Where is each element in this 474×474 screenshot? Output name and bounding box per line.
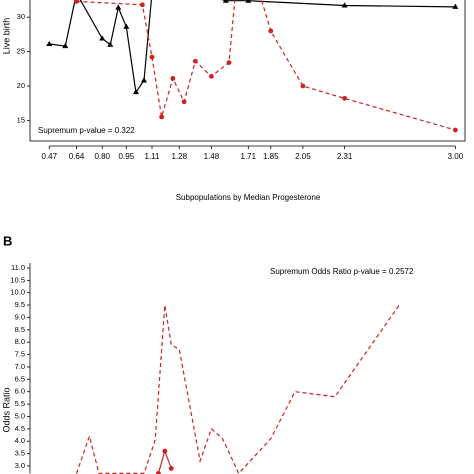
y-tick-label: 7.0: [15, 362, 25, 371]
point: [159, 114, 165, 120]
x-tick-label: 1.85: [263, 152, 279, 161]
y-tick-label: 5.0: [15, 411, 25, 420]
point: [452, 127, 458, 133]
point: [181, 99, 187, 105]
y-tick-label: 4.0: [15, 436, 25, 445]
y-tick-label: 6.5: [15, 374, 25, 383]
point: [139, 2, 145, 8]
x-tick-label: 1.48: [204, 152, 220, 161]
x-tick-label: 2.05: [295, 152, 311, 161]
series-line: [76, 0, 456, 131]
plot-frame: [29, 0, 466, 142]
y-tick-label: 15: [17, 115, 25, 124]
x-tick-label: 0.80: [94, 152, 110, 161]
x-tick-label: 3.00: [448, 152, 464, 161]
y-axis-label: Live birth: [1, 18, 11, 55]
y-tick-label: 9.5: [15, 300, 25, 309]
y-tick-label: 25: [17, 47, 25, 56]
y-tick-label: 8.5: [15, 325, 25, 334]
point: [170, 76, 176, 81]
y-tick-label: 6.0: [15, 387, 25, 396]
point: [99, 35, 106, 41]
y-tick-label: 3.5: [15, 449, 25, 458]
y-tick-label: 30: [17, 12, 25, 21]
point: [208, 73, 214, 79]
x-tick-label: 0.64: [69, 152, 85, 161]
point: [132, 88, 139, 95]
y-tick-label: 11.0: [11, 263, 25, 272]
point: [74, 0, 79, 4]
y-tick-label: 9.0: [15, 312, 25, 321]
y-tick-label: 8.0: [15, 337, 25, 346]
annotation: Supremum p-value = 0.322: [38, 126, 135, 135]
x-tick-label: 1.11: [145, 152, 161, 161]
x-tick-label: 1.28: [171, 152, 187, 161]
point: [268, 28, 274, 34]
x-axis-label: Subpopulations by Median Progesterone: [176, 193, 321, 202]
point: [342, 95, 348, 101]
point: [341, 2, 348, 8]
x-tick-label: 0.95: [119, 152, 135, 161]
point: [156, 471, 161, 474]
y-tick-label: 7.5: [15, 350, 25, 359]
x-tick-label: 1.71: [241, 152, 257, 161]
series-line: [75, 304, 400, 474]
y-tick-label: 3.0: [15, 461, 25, 470]
annotation: Supremum Odds Ratio p-value = 0.2572: [270, 267, 414, 276]
point: [46, 40, 53, 47]
y-axis-label: Odds Ratio: [1, 387, 11, 432]
point: [162, 448, 168, 454]
point: [62, 42, 69, 49]
y-tick-label: 4.5: [15, 424, 25, 433]
y-tick-label: 20: [17, 81, 25, 90]
point: [222, 0, 229, 3]
point: [452, 3, 459, 9]
x-tick-label: 0.47: [41, 152, 57, 161]
point: [192, 58, 198, 64]
series-line: [157, 449, 172, 474]
y-tick-label: 10.5: [10, 275, 25, 284]
panel-label: B: [3, 233, 12, 248]
y-tick-label: 10.0: [10, 288, 25, 297]
point: [226, 60, 232, 65]
point: [168, 466, 174, 471]
point: [300, 83, 306, 89]
y-tick-label: 5.5: [15, 399, 25, 408]
point: [140, 77, 147, 83]
point: [115, 4, 122, 10]
x-tick-label: 2.31: [337, 152, 353, 161]
point: [123, 23, 130, 29]
point: [245, 0, 252, 3]
point: [107, 41, 114, 47]
point: [149, 54, 155, 60]
